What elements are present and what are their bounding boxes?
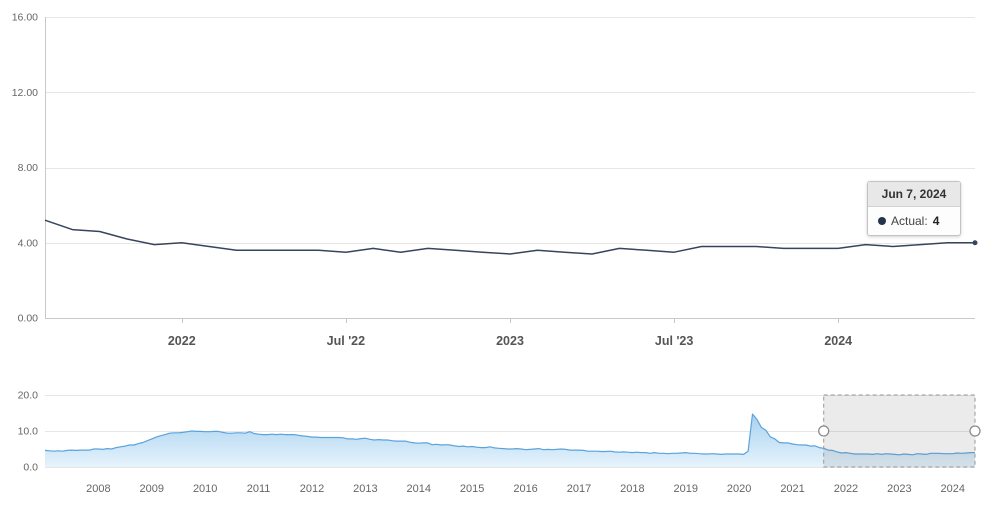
nav-x-axis-label: 2009 — [140, 483, 164, 495]
actual-series-line — [44, 219, 975, 255]
nav-area-fill — [45, 414, 975, 467]
nav-x-axis-label: 2011 — [247, 483, 271, 495]
main-x-axis-label: Jul '23 — [655, 334, 693, 348]
nav-left-handle[interactable] — [818, 425, 830, 437]
nav-x-axis-label: 2008 — [86, 483, 110, 495]
nav-x-axis-label: 2023 — [887, 483, 911, 495]
nav-x-axis-label: 2010 — [193, 483, 217, 495]
nav-x-axis-label: 2021 — [780, 483, 804, 495]
main-y-axis-label: 8.00 — [18, 162, 39, 174]
nav-x-axis-label: 2015 — [460, 483, 484, 495]
nav-x-axis-label: 2016 — [513, 483, 537, 495]
nav-x-axis-label: 2019 — [674, 483, 698, 495]
nav-x-axis-label: 2020 — [727, 483, 751, 495]
nav-series-line — [44, 413, 975, 456]
nav-y-axis-label: 0.0 — [23, 462, 38, 474]
main-x-axis-label: 2022 — [168, 334, 196, 348]
main-x-axis-label: 2024 — [824, 334, 852, 348]
main-y-axis-label: 4.00 — [18, 237, 39, 249]
nav-x-axis-label: 2012 — [300, 483, 324, 495]
nav-x-axis-label: 2022 — [834, 483, 858, 495]
main-y-axis-label: 16.00 — [12, 12, 38, 24]
nav-right-handle[interactable] — [969, 425, 981, 437]
nav-x-axis-label: 2013 — [353, 483, 377, 495]
nav-selected-range[interactable] — [823, 394, 976, 468]
nav-x-axis-label: 2024 — [941, 483, 965, 495]
nav-y-axis-label: 10.0 — [18, 426, 39, 438]
tooltip-series-label: Actual: — [891, 214, 928, 228]
tooltip-date: Jun 7, 2024 — [868, 182, 960, 207]
hover-point-marker — [972, 240, 978, 246]
tooltip-body: Actual: 4 — [868, 207, 960, 235]
main-y-axis-label: 12.00 — [12, 87, 38, 99]
nav-x-axis-label: 2017 — [567, 483, 591, 495]
tooltip-value: 4 — [932, 214, 940, 228]
main-y-axis-label: 0.00 — [18, 313, 39, 325]
nav-x-axis-label: 2018 — [620, 483, 644, 495]
main-x-axis-label: 2023 — [496, 334, 524, 348]
nav-y-axis-label: 20.0 — [18, 390, 39, 402]
main-x-axis-label: Jul '22 — [327, 334, 365, 348]
chart-tooltip: Jun 7, 2024 Actual: 4 — [867, 181, 961, 236]
nav-x-axis-label: 2014 — [407, 483, 431, 495]
series-marker-icon — [878, 217, 886, 225]
